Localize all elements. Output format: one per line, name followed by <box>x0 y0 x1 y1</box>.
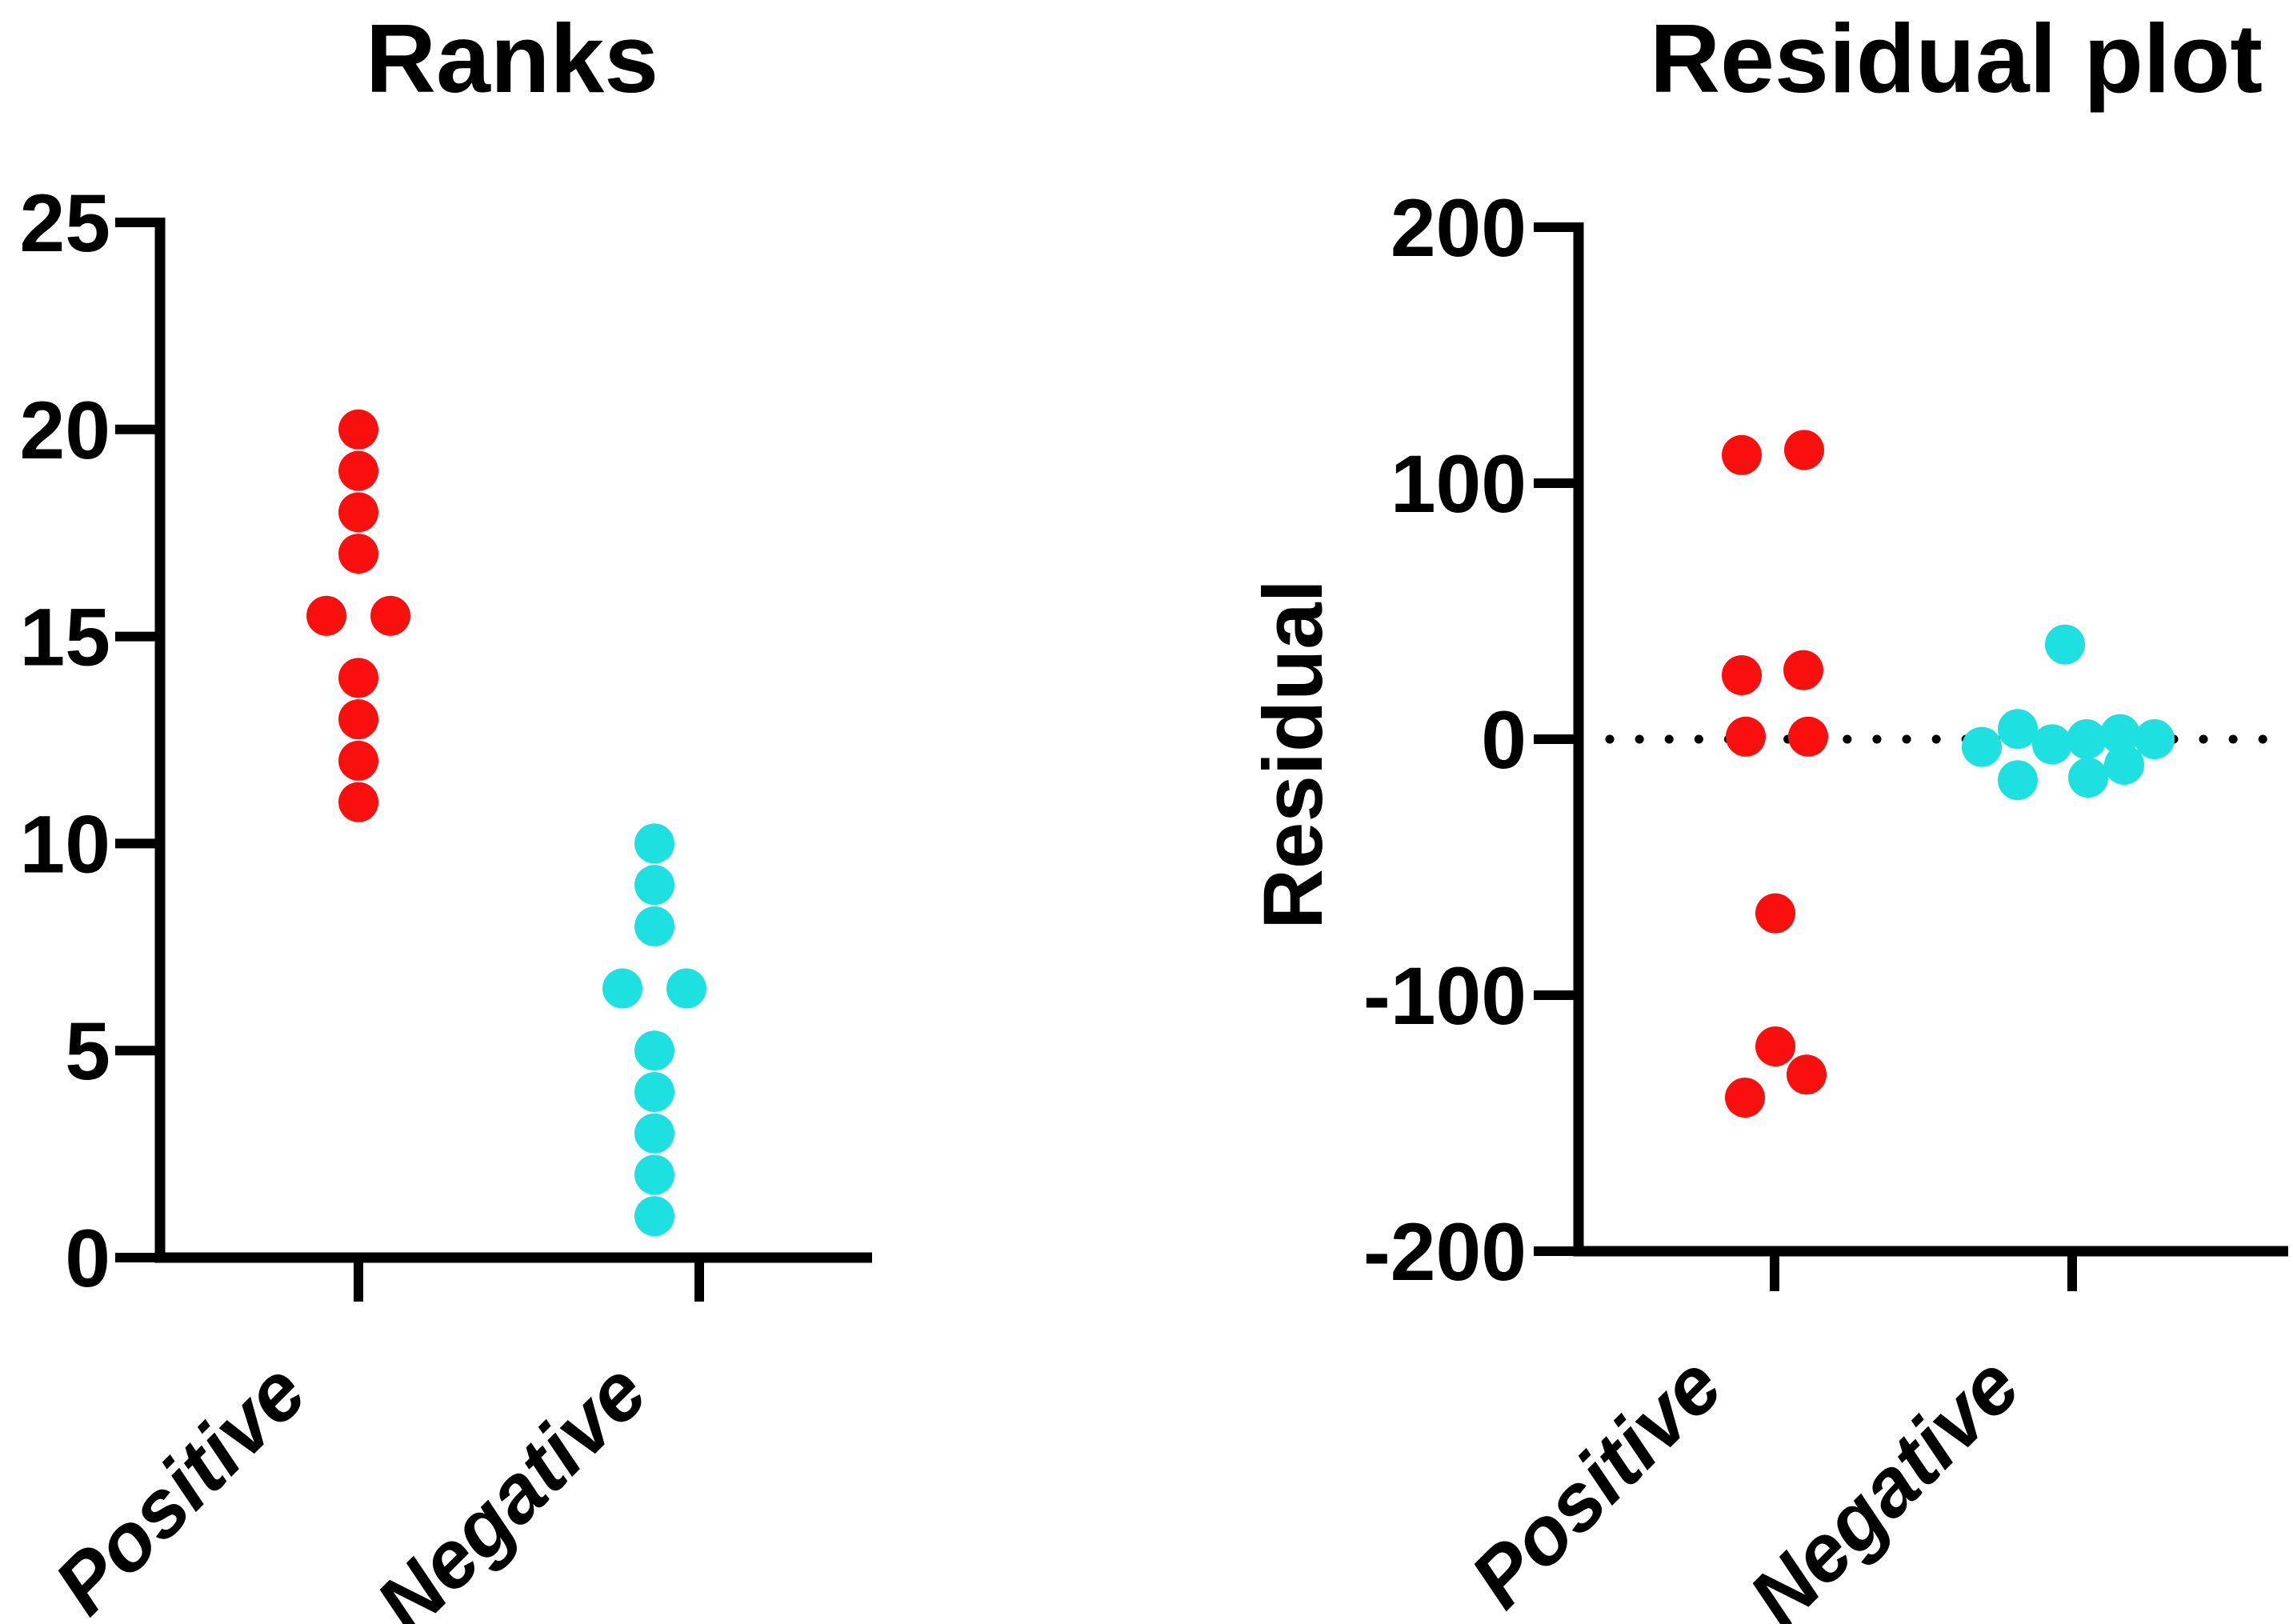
data-point-positive <box>1722 655 1762 695</box>
data-point-negative <box>634 1030 674 1071</box>
y-tick-label: 10 <box>20 798 110 890</box>
data-point-positive <box>1783 650 1823 690</box>
x-category-label-positive: Positive <box>37 1346 322 1624</box>
data-point-negative <box>2135 719 2175 759</box>
data-point-negative <box>2045 624 2085 665</box>
x-category-label-negative: Negative <box>1731 1339 2036 1624</box>
data-point-positive <box>1726 716 1766 757</box>
data-point-positive <box>1755 1026 1795 1066</box>
data-point-negative <box>634 1113 674 1154</box>
data-point-negative <box>666 968 706 1009</box>
ranks-plot: Ranks 0 5 10 15 20 25 Positive Negative <box>20 4 872 1624</box>
data-point-negative <box>2100 714 2140 754</box>
data-point-positive <box>1787 1054 1827 1095</box>
data-point-negative <box>634 865 674 906</box>
data-point-positive <box>338 658 378 698</box>
data-point-positive <box>1755 893 1795 934</box>
data-point-negative <box>2067 719 2107 759</box>
x-category-label-positive: Positive <box>1453 1339 1739 1624</box>
data-point-negative <box>1998 760 2038 801</box>
residual-y-axis-label: Residual <box>1247 579 1340 930</box>
data-point-negative <box>634 1196 674 1237</box>
data-point-positive <box>1725 1078 1765 1118</box>
ranks-title: Ranks <box>366 4 658 113</box>
data-point-negative <box>634 823 674 864</box>
data-point-positive <box>1722 434 1762 475</box>
data-point-positive <box>338 534 378 574</box>
data-point-negative <box>2068 758 2108 798</box>
data-point-positive <box>338 699 378 740</box>
residual-title: Residual plot <box>1650 4 2263 113</box>
data-point-negative <box>634 1071 674 1112</box>
data-point-negative <box>2032 724 2072 765</box>
y-tick-label: 20 <box>20 385 110 476</box>
data-point-positive <box>370 595 410 636</box>
data-point-negative <box>634 906 674 946</box>
y-tick-label: -200 <box>1363 1206 1527 1298</box>
data-point-positive <box>338 450 378 491</box>
y-tick-label: 5 <box>65 1006 110 1097</box>
y-tick-label: 0 <box>65 1213 110 1304</box>
ranks-data-points <box>306 409 706 1237</box>
y-tick-label: 0 <box>1481 694 1527 786</box>
data-point-positive <box>306 595 346 636</box>
y-tick-label: 25 <box>20 178 110 269</box>
y-tick-label: 200 <box>1391 182 1527 274</box>
data-point-positive <box>338 492 378 533</box>
data-point-negative <box>1998 709 2038 750</box>
data-point-positive <box>338 740 378 781</box>
y-tick-label: -100 <box>1363 950 1527 1042</box>
x-category-label-negative: Negative <box>358 1346 663 1624</box>
data-point-positive <box>338 409 378 450</box>
y-tick-label: 15 <box>20 592 110 683</box>
data-point-negative <box>602 968 642 1009</box>
data-point-positive <box>338 782 378 822</box>
data-point-negative <box>1962 726 2002 767</box>
y-tick-label: 100 <box>1391 438 1527 530</box>
residual-plot: Residual plot Residual -200 -100 0 100 200 Po… <box>1247 4 2289 1624</box>
data-point-negative <box>634 1154 674 1195</box>
data-point-negative <box>2104 745 2144 785</box>
ranks-axes: 0 5 10 15 20 25 Positive Negative <box>20 178 872 1624</box>
residual-data-points <box>1722 430 2175 1118</box>
data-point-positive <box>1788 716 1828 757</box>
data-point-positive <box>1784 430 1824 470</box>
